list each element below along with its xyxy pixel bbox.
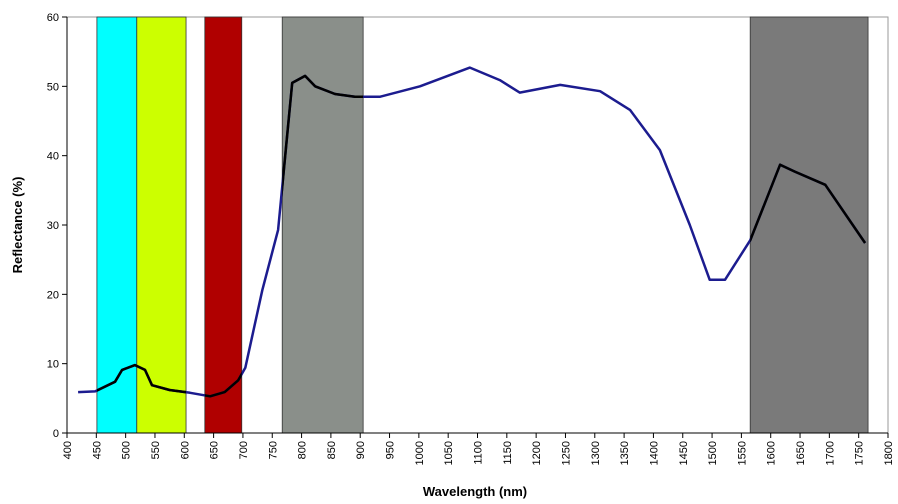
x-axis-title: Wavelength (nm) (423, 484, 527, 499)
x-tick-label: 1800 (883, 441, 895, 465)
x-tick-label: 900 (355, 441, 367, 459)
y-axis-title: Reflectance (%) (10, 177, 25, 274)
y-tick-label: 10 (47, 359, 59, 371)
x-tick-label: 500 (121, 441, 133, 459)
y-tick-label: 30 (47, 220, 59, 232)
x-tick-label: 1750 (854, 441, 866, 465)
x-tick-label: 450 (91, 441, 103, 459)
x-tick-label: 950 (385, 441, 397, 459)
y-tick-label: 40 (47, 151, 59, 163)
x-tick-label: 700 (238, 441, 250, 459)
x-tick-label: 1100 (473, 441, 485, 465)
x-tick-label: 1450 (678, 441, 690, 465)
x-tick-label: 1700 (824, 441, 836, 465)
x-tick-label: 1550 (736, 441, 748, 465)
y-tick-label: 0 (53, 428, 59, 440)
x-tick-label: 1200 (531, 441, 543, 465)
x-tick-label: 1150 (502, 441, 514, 465)
y-tick-label: 60 (47, 12, 59, 24)
x-tick-label: 600 (179, 441, 191, 459)
x-tick-label: 1600 (766, 441, 778, 465)
x-tick-label: 550 (150, 441, 162, 459)
x-tick-label: 1000 (414, 441, 426, 465)
x-tick-label: 400 (62, 441, 74, 459)
x-tick-label: 1400 (648, 441, 660, 465)
y-tick-label: 50 (47, 81, 59, 93)
band (204, 16, 243, 434)
x-tick-label: 1350 (619, 441, 631, 465)
x-tick-label: 800 (297, 441, 309, 459)
band (96, 16, 138, 434)
band (136, 16, 187, 434)
x-tick-label: 1650 (795, 441, 807, 465)
x-tick-label: 1250 (560, 441, 572, 465)
x-tick-label: 850 (326, 441, 338, 459)
x-tick-label: 650 (209, 441, 221, 459)
x-tick-label: 750 (267, 441, 279, 459)
band (749, 16, 869, 434)
x-tick-label: 1300 (590, 441, 602, 465)
band (281, 16, 364, 434)
y-tick-label: 20 (47, 289, 59, 301)
x-tick-label: 1050 (443, 441, 455, 465)
x-tick-label: 1500 (707, 441, 719, 465)
